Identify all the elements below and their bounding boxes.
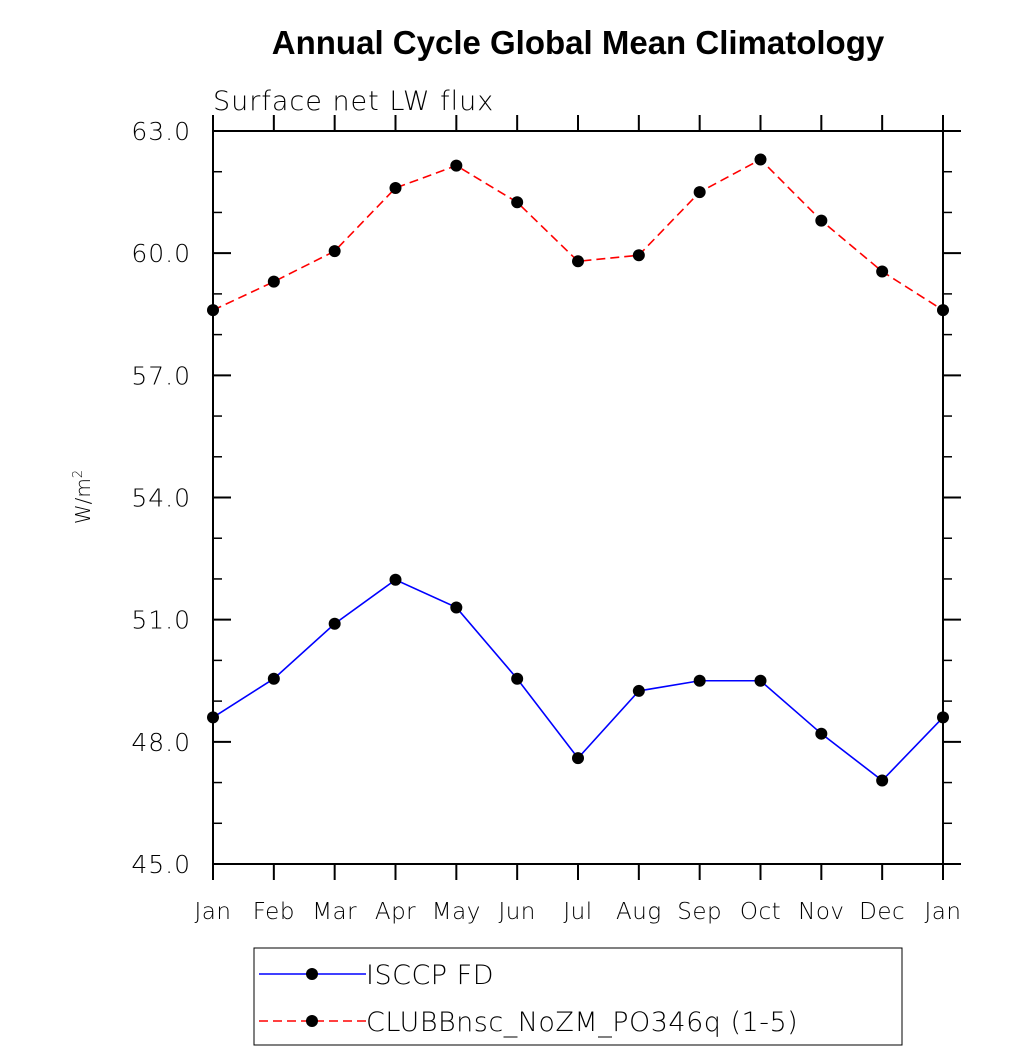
data-point: [693, 674, 706, 687]
y-tick-label: 57.0: [131, 361, 191, 390]
data-point: [207, 711, 219, 724]
legend-marker: [306, 968, 318, 980]
chart-title: Annual Cycle Global Mean Climatology: [272, 24, 885, 61]
legend-label: CLUBBnsc_NoZM_PO346q (1-5): [366, 1007, 798, 1038]
series-line: [212, 578, 944, 782]
y-tick-label: 51.0: [131, 606, 191, 635]
data-point: [328, 617, 341, 630]
y-tick-label: 63.0: [131, 117, 191, 146]
y-tick-label: 48.0: [131, 728, 191, 757]
data-point: [511, 672, 524, 685]
data-point: [876, 774, 889, 787]
data-point: [450, 159, 463, 172]
y-tick-label: 60.0: [131, 239, 191, 268]
x-tick-label: Aug: [616, 899, 662, 925]
chart-subtitle: Surface net LW flux: [213, 86, 494, 117]
data-point: [572, 752, 584, 765]
data-point: [389, 573, 402, 586]
x-tick-label: Dec: [859, 899, 905, 925]
x-tick-label: Apr: [375, 899, 416, 925]
x-tick-label: Jun: [498, 899, 535, 925]
data-point: [937, 711, 949, 724]
x-tick-label: Jan: [925, 899, 962, 925]
data-point: [572, 255, 584, 268]
x-tick-label: Nov: [798, 899, 844, 925]
data-point: [511, 196, 524, 209]
x-tick-label: Sep: [677, 899, 722, 925]
data-point: [632, 249, 645, 262]
x-tick-label: Feb: [253, 899, 295, 925]
data-point: [693, 186, 706, 199]
axes: 45.0 48.0 51.0 54.0 57.0 60.0 63.0 Jan Feb Mar Apr…: [131, 115, 961, 925]
data-point: [328, 245, 341, 258]
x-tick-label: Jul: [563, 899, 592, 925]
x-tick-label: Jan: [195, 899, 232, 925]
data-point: [754, 153, 767, 166]
data-point: [267, 275, 280, 288]
series-layer: [207, 153, 949, 787]
series-line: [212, 158, 944, 311]
data-point: [450, 601, 463, 614]
data-point: [632, 684, 645, 697]
data-point: [876, 265, 889, 278]
legend-label: ISCCP FD: [366, 960, 494, 991]
x-tick-label: Mar: [312, 899, 357, 925]
x-tick-label: Oct: [740, 899, 781, 925]
legend-box: [253, 947, 903, 1046]
data-point: [389, 182, 402, 195]
y-tick-label: 54.0: [131, 484, 191, 513]
y-axis-label: W/m2: [71, 470, 95, 524]
y-tick-label: 45.0: [131, 850, 191, 879]
legend-marker: [306, 1015, 318, 1027]
data-point: [937, 304, 949, 317]
data-point: [754, 674, 767, 687]
data-point: [207, 304, 219, 317]
data-point: [815, 727, 828, 740]
data-point: [815, 214, 828, 227]
legend: ISCCP FD CLUBBnsc_NoZM_PO346q (1-5): [253, 947, 903, 1046]
x-tick-label: May: [432, 899, 481, 925]
data-point: [267, 672, 280, 685]
